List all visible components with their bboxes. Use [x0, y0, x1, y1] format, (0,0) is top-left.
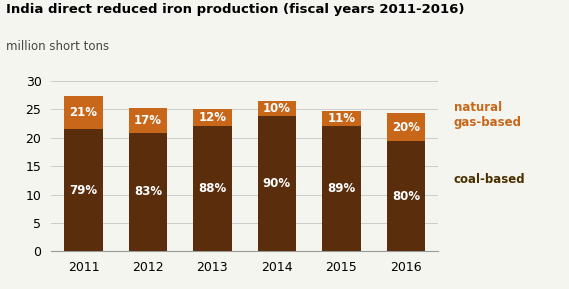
Bar	[322, 111, 361, 127]
Text: 89%: 89%	[327, 182, 356, 195]
Bar	[129, 108, 167, 133]
Text: 20%: 20%	[392, 121, 420, 134]
Bar	[322, 127, 361, 251]
Text: 12%: 12%	[199, 111, 226, 124]
Bar	[193, 126, 232, 251]
Bar	[64, 96, 103, 129]
Text: natural
gas-based: natural gas-based	[453, 101, 522, 129]
Text: 80%: 80%	[392, 190, 420, 203]
Bar	[64, 129, 103, 251]
Bar	[258, 101, 296, 116]
Bar	[193, 109, 232, 126]
Bar	[129, 133, 167, 251]
Text: 90%: 90%	[263, 177, 291, 190]
Text: million short tons: million short tons	[6, 40, 109, 53]
Text: 88%: 88%	[199, 182, 226, 195]
Bar	[386, 113, 425, 141]
Bar	[386, 141, 425, 251]
Text: India direct reduced iron production (fiscal years 2011-2016): India direct reduced iron production (fi…	[6, 3, 464, 16]
Text: 83%: 83%	[134, 186, 162, 199]
Text: 10%: 10%	[263, 102, 291, 115]
Text: 11%: 11%	[327, 112, 356, 125]
Text: 21%: 21%	[69, 106, 97, 119]
Text: coal-based: coal-based	[453, 173, 525, 186]
Bar	[258, 116, 296, 251]
Text: 17%: 17%	[134, 114, 162, 127]
Text: 79%: 79%	[69, 184, 97, 197]
